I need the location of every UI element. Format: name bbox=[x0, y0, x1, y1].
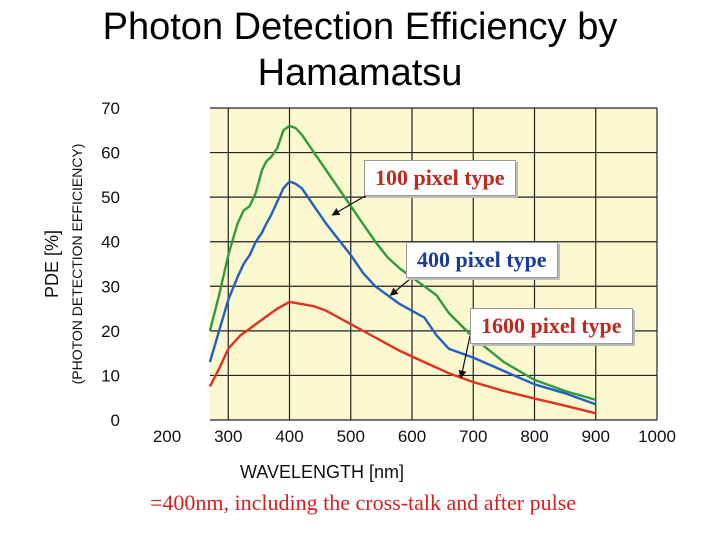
y-tick-label: 20 bbox=[101, 322, 120, 341]
y-tick-label: 30 bbox=[101, 277, 120, 296]
x-tick-label: 800 bbox=[520, 427, 548, 446]
slide-title: Photon Detection Efficiency by Hamamatsu bbox=[0, 4, 720, 96]
x-tick-label: 600 bbox=[398, 427, 426, 446]
x-tick-label: 1000 bbox=[638, 427, 676, 446]
y-axis-label: PDE [%] bbox=[42, 230, 62, 298]
series-line-100-pixel-type bbox=[208, 124, 597, 402]
x-tick-label: 400 bbox=[275, 427, 303, 446]
y-tick-label: 0 bbox=[111, 411, 120, 430]
y-tick-label: 10 bbox=[101, 366, 120, 385]
x-axis-label: WAVELENGTH [nm] bbox=[240, 462, 404, 482]
callout-arrow bbox=[458, 335, 471, 379]
pde-figure: 200 300 400 500 600 700 800 900 1000 0 10 20 30 40 50 6… bbox=[32, 96, 692, 526]
y-tick-label: 50 bbox=[101, 188, 120, 207]
y-tick-label: 70 bbox=[101, 99, 120, 118]
x-tick-label: 300 bbox=[214, 427, 242, 446]
slide-title-line-1: Photon Detection Efficiency by bbox=[102, 6, 618, 48]
callout-1600-pixel-type: 1600 pixel type bbox=[470, 308, 633, 344]
slide-title-line-2: Hamamatsu bbox=[257, 52, 463, 94]
callout-400-pixel-type: 400 pixel type bbox=[406, 242, 558, 278]
y-tick-label: 60 bbox=[101, 144, 120, 163]
x-tick-label: 900 bbox=[582, 427, 610, 446]
series-line-1600-pixel-type bbox=[208, 300, 597, 415]
x-tick-label: 700 bbox=[459, 427, 487, 446]
chart-caption: =400nm, including the cross-talk and aft… bbox=[150, 490, 577, 515]
y-axis-sublabel: (PHOTON DETECTION EFFICIENCY) bbox=[69, 144, 85, 385]
y-tick-label: 40 bbox=[101, 233, 120, 252]
x-tick-label: 200 bbox=[153, 427, 181, 446]
series-line-400-pixel-type bbox=[208, 180, 597, 406]
x-tick-label: 500 bbox=[337, 427, 365, 446]
callout-100-pixel-type: 100 pixel type bbox=[364, 160, 516, 196]
